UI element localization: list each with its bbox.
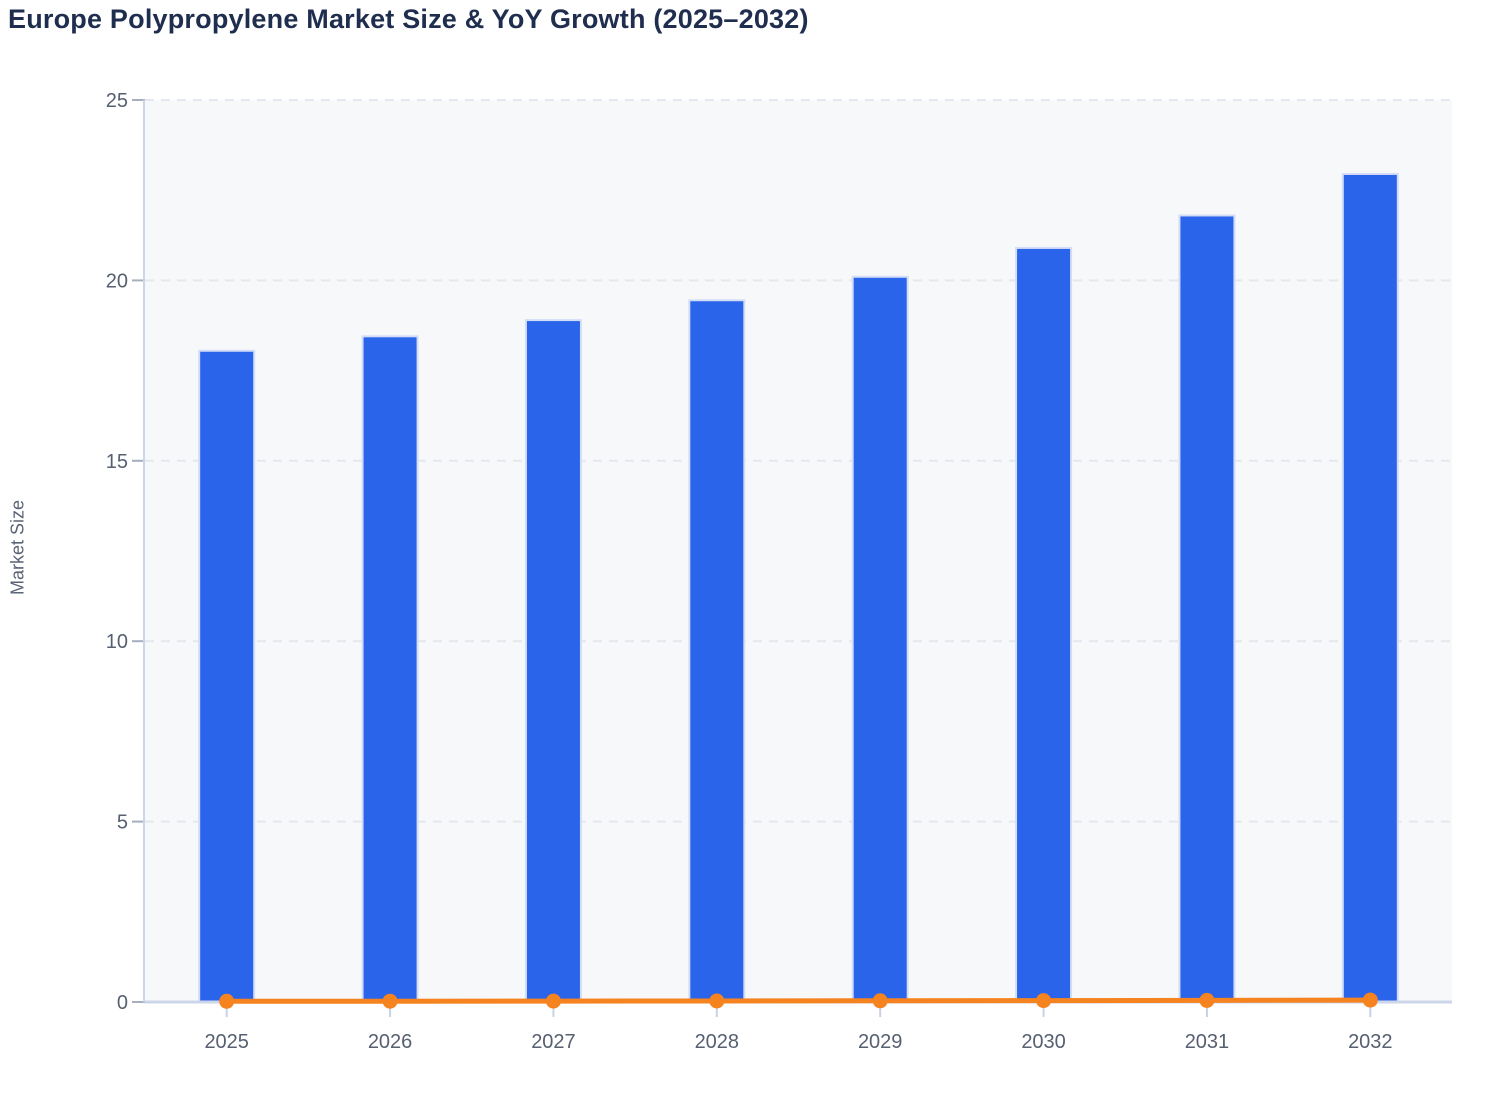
y-tick-label-15: 15: [106, 451, 128, 473]
yoy-growth-marker-2028: [709, 993, 725, 1009]
bar-2025: [198, 349, 256, 1004]
y-tick-label-5: 5: [117, 812, 128, 834]
y-tick-label-20: 20: [106, 270, 128, 292]
yoy-growth-line: [224, 997, 1373, 1004]
yoy-growth-marker-2025: [219, 993, 235, 1009]
bar-2027: [524, 319, 582, 1003]
x-tick-label-2032: 2032: [1348, 1031, 1393, 1053]
x-tick-label-2026: 2026: [368, 1031, 413, 1053]
x-tick-label-2027: 2027: [531, 1031, 576, 1053]
x-tick-label-2031: 2031: [1185, 1031, 1230, 1053]
yoy-growth-marker-2030: [1036, 993, 1052, 1009]
bar-2026: [361, 335, 419, 1004]
x-tick-label-2030: 2030: [1021, 1031, 1066, 1053]
x-tick-label-2029: 2029: [858, 1031, 903, 1053]
chart-title: Europe Polypropylene Market Size & YoY G…: [8, 4, 809, 34]
bar-2029: [851, 275, 909, 1003]
plot-area-background: [145, 100, 1452, 1002]
bar-2028: [688, 299, 746, 1003]
yoy-growth-marker-2027: [545, 993, 561, 1009]
bar-2032: [1341, 172, 1399, 1004]
x-tick-label-2025: 2025: [204, 1031, 249, 1053]
yoy-growth-marker-2026: [382, 993, 398, 1009]
y-tick-label-0: 0: [117, 992, 128, 1014]
yoy-growth-marker-2029: [872, 993, 888, 1009]
bar-2030: [1015, 246, 1073, 1004]
y-tick-label-10: 10: [106, 631, 128, 653]
yoy-growth-marker-2031: [1199, 992, 1215, 1008]
y-tick-label-25: 25: [106, 90, 128, 112]
x-tick-label-2028: 2028: [695, 1031, 740, 1053]
yoy-growth-marker-2032: [1362, 992, 1378, 1008]
bar-2031: [1178, 214, 1236, 1003]
